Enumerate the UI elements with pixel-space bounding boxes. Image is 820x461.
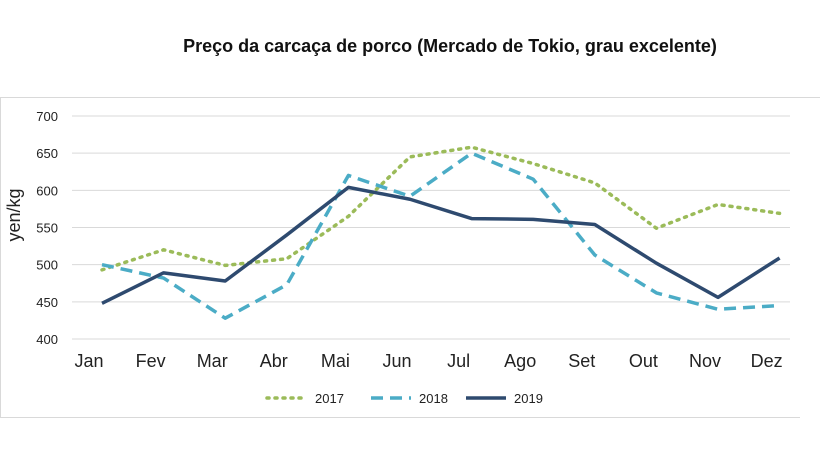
frame-top-border: [0, 97, 820, 98]
legend-label-2019: 2019: [514, 391, 543, 406]
y-tick-label: 500: [36, 258, 58, 273]
x-tick-label: Dez: [751, 351, 783, 371]
x-tick-label: Fev: [136, 351, 166, 371]
y-tick-label: 700: [36, 109, 58, 124]
x-tick-label: Jun: [382, 351, 411, 371]
x-tick-label: Set: [568, 351, 595, 371]
series-line-2018: [101, 151, 780, 320]
x-tick-label: Jul: [447, 351, 470, 371]
y-axis-ticks: 400 450 500 550 600 650 700: [36, 109, 58, 347]
x-tick-label: Mar: [197, 351, 228, 371]
legend: 2017 2018 2019: [265, 391, 543, 406]
x-tick-label: Out: [629, 351, 658, 371]
series-lines: [100, 145, 782, 320]
x-tick-label: Nov: [689, 351, 721, 371]
gridlines: [72, 115, 790, 340]
x-tick-label: Mai: [321, 351, 350, 371]
series-line-2019: [101, 185, 781, 305]
x-tick-label: Abr: [260, 351, 288, 371]
x-tick-label: Jan: [74, 351, 103, 371]
legend-label-2018: 2018: [419, 391, 448, 406]
frame-left-border: [0, 97, 1, 417]
chart-title: Preço da carcaça de porco (Mercado de To…: [183, 36, 717, 56]
legend-label-2017: 2017: [315, 391, 344, 406]
x-axis-ticks: Jan Fev Mar Abr Mai Jun Jul Ago Set Out Nov Dez: [74, 351, 782, 371]
y-tick-label: 450: [36, 295, 58, 310]
x-tick-label: Ago: [504, 351, 536, 371]
frame-bottom-border: [0, 417, 800, 418]
y-tick-label: 650: [36, 146, 58, 161]
y-tick-label: 600: [36, 183, 58, 198]
y-axis-label: yen/kg: [4, 188, 24, 241]
y-tick-label: 550: [36, 221, 58, 236]
y-tick-label: 400: [36, 332, 58, 347]
